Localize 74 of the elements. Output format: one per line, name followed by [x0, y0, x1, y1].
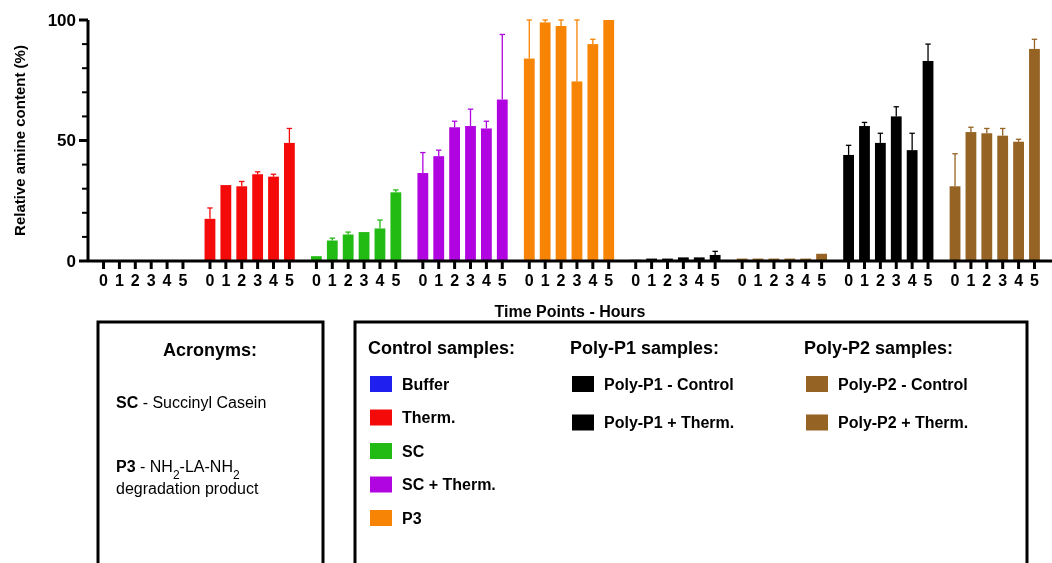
text: Poly-P1 samples: [570, 338, 720, 358]
legend-label: Poly-P1 - Control [604, 375, 734, 393]
x-tick-label: 1 [753, 272, 763, 289]
x-tick-label: 2 [982, 272, 992, 289]
x-tick-label: 4 [162, 272, 172, 289]
y-tick-label: 0 [66, 251, 76, 271]
x-tick-label: 1 [860, 272, 870, 289]
x-tick-label: 1 [434, 272, 444, 289]
legend-label: Poly-P2 + Therm. [838, 414, 969, 432]
x-tick-label: 4 [907, 272, 917, 289]
x-tick-label: 2 [343, 272, 353, 289]
legend-label: Poly-P2 - Control [838, 375, 968, 393]
x-tick-label: 4 [269, 272, 279, 289]
x-tick-label: 5 [710, 272, 720, 289]
x-tick-label: 3 [572, 272, 582, 289]
x-tick-label: 3 [359, 272, 369, 289]
x-tick-label: 4 [375, 272, 385, 289]
x-tick-label: 3 [253, 272, 263, 289]
x-tick-label: 0 [311, 272, 321, 289]
y-tick-label: 100 [47, 10, 76, 30]
x-tick-label: 5 [391, 272, 401, 289]
x-tick-label: 2 [130, 272, 140, 289]
x-tick-label: 4 [801, 272, 811, 289]
x-tick-label: 4 [1014, 272, 1024, 289]
text: Poly-P2 samples: [804, 338, 954, 358]
legend-label: Therm. [402, 409, 456, 427]
legend-label: SC + Therm. [402, 476, 496, 494]
x-axis-title: Time Points - Hours [494, 303, 646, 320]
text: SC - Succinyl Casein [116, 394, 267, 411]
legend-label: SC [402, 442, 425, 460]
x-tick-label: 2 [769, 272, 779, 289]
x-tick-label: 0 [418, 272, 428, 289]
x-tick-label: 0 [205, 272, 215, 289]
x-tick-label: 0 [844, 272, 854, 289]
y-tick-label: 50 [57, 131, 76, 151]
text: Acronyms: [162, 340, 258, 360]
x-tick-label: 0 [524, 272, 534, 289]
x-tick-label: 1 [221, 272, 231, 289]
x-tick-label: 1 [327, 272, 337, 289]
y-axis-title: Relative amine content (%) [11, 45, 28, 236]
x-tick-label: 5 [817, 272, 827, 289]
x-tick-label: 2 [237, 272, 247, 289]
x-tick-label: 1 [647, 272, 657, 289]
legend-label: Poly-P1 + Therm. [604, 414, 735, 432]
x-tick-label: 2 [663, 272, 673, 289]
x-tick-label: 2 [450, 272, 460, 289]
x-tick-label: 5 [604, 272, 614, 289]
x-tick-label: 0 [99, 272, 109, 289]
x-tick-label: 2 [556, 272, 566, 289]
text: Control samples: [368, 338, 516, 358]
x-tick-label: 5 [923, 272, 933, 289]
x-tick-label: 1 [966, 272, 976, 289]
x-tick-label: 4 [481, 272, 491, 289]
x-tick-label: 5 [1030, 272, 1040, 289]
x-tick-label: 3 [466, 272, 476, 289]
x-tick-label: 0 [631, 272, 641, 289]
x-tick-label: 2 [875, 272, 885, 289]
x-tick-label: 5 [497, 272, 507, 289]
x-tick-label: 0 [737, 272, 747, 289]
x-tick-label: 4 [694, 272, 704, 289]
x-tick-label: 1 [114, 272, 124, 289]
legend-label: P3 [402, 509, 422, 527]
x-tick-label: 3 [678, 272, 688, 289]
x-tick-label: 0 [950, 272, 960, 289]
x-tick-label: 5 [284, 272, 294, 289]
x-tick-label: 3 [146, 272, 156, 289]
x-tick-label: 3 [891, 272, 901, 289]
x-tick-label: 4 [588, 272, 598, 289]
text: P3 - NH$_{2}$-LA-NH$_{2}$ degradation product [116, 458, 259, 497]
x-tick-label: 1 [540, 272, 550, 289]
legend-label: Buffer [402, 375, 450, 393]
x-tick-label: 3 [998, 272, 1008, 289]
x-tick-label: 5 [178, 272, 188, 289]
x-tick-label: 3 [785, 272, 795, 289]
